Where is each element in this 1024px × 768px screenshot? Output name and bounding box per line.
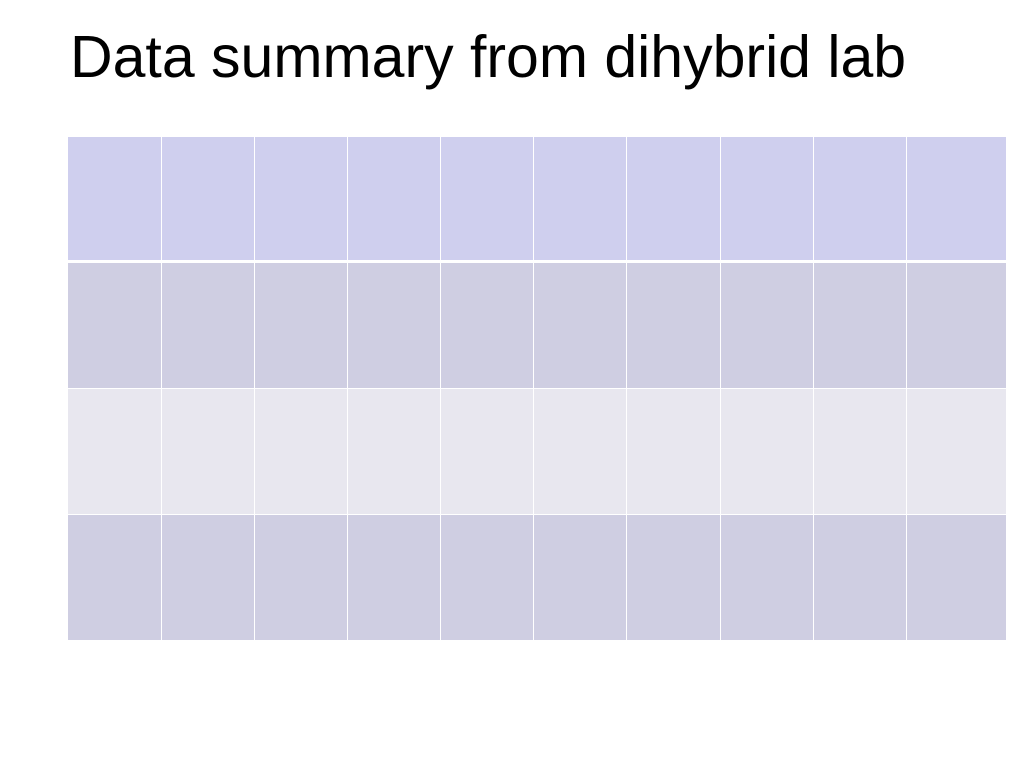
table-cell (812, 388, 908, 515)
table-cell (533, 514, 628, 640)
table-cell (160, 261, 255, 389)
slide-title: Data summary from dihybrid lab (70, 24, 907, 90)
table-cell (533, 261, 628, 389)
table-cell (68, 514, 162, 640)
table-cell (533, 388, 628, 515)
data-table (68, 137, 1006, 640)
table-cell (719, 261, 814, 389)
table-cell (906, 388, 1006, 515)
table-cell (68, 261, 162, 389)
table-cell (253, 261, 348, 389)
table-cell (626, 137, 721, 263)
table-cell (346, 137, 442, 263)
table-cell (812, 261, 908, 389)
table-row (68, 514, 1006, 640)
table-cell (533, 137, 628, 263)
table-cell (719, 137, 814, 263)
table-cell (626, 261, 721, 389)
table-cell (812, 514, 908, 640)
table-cell (719, 514, 814, 640)
table-cell (253, 388, 348, 515)
table-body (68, 137, 1006, 640)
table-cell (906, 261, 1006, 389)
table-cell (68, 388, 162, 515)
table-cell (160, 137, 255, 263)
table-cell (440, 388, 535, 515)
table-cell (812, 137, 908, 263)
table-cell (253, 514, 348, 640)
table-cell (906, 137, 1006, 263)
table-cell (160, 514, 255, 640)
table-cell (160, 388, 255, 515)
table-cell (253, 137, 348, 263)
table-cell (346, 261, 442, 389)
table-cell (440, 514, 535, 640)
table-row (68, 388, 1006, 515)
table-cell (440, 261, 535, 389)
table-cell (68, 137, 162, 263)
table-cell (626, 514, 721, 640)
table-row (68, 137, 1006, 263)
table-cell (719, 388, 814, 515)
table-cell (440, 137, 535, 263)
table-cell (626, 388, 721, 515)
table-cell (906, 514, 1006, 640)
table-cell (346, 514, 442, 640)
table-cell (346, 388, 442, 515)
table-row (68, 261, 1006, 389)
